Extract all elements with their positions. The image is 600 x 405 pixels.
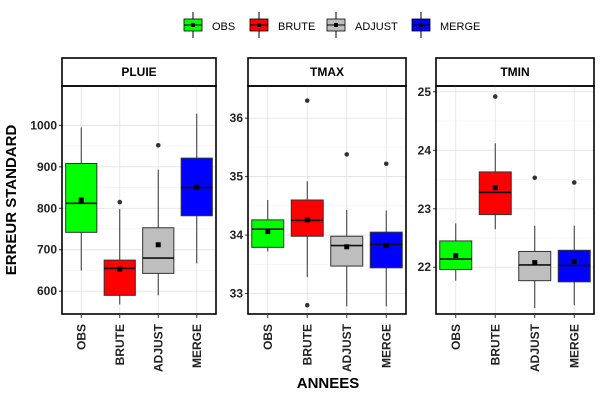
mean-marker	[265, 229, 271, 235]
legend-key-mean	[419, 23, 423, 27]
y-tick-label: 33	[230, 287, 244, 301]
y-tick-label: 1000	[30, 118, 57, 132]
outlier-point	[571, 180, 577, 185]
panel-border	[61, 85, 217, 315]
mean-marker	[304, 217, 310, 223]
mean-marker	[78, 197, 84, 203]
y-tick-label: 800	[37, 201, 57, 215]
box-obs	[439, 240, 473, 271]
panel-title: TMIN	[500, 65, 529, 79]
panel-border	[435, 85, 595, 315]
legend-label: BRUTE	[278, 21, 315, 33]
panel-border	[247, 85, 407, 315]
x-tick-label: ADJUST	[528, 323, 542, 372]
y-tick-label: 36	[230, 111, 244, 125]
y-tick-label: 34	[230, 228, 244, 242]
y-tick-label: 700	[37, 243, 57, 257]
x-tick-label: OBS	[74, 324, 88, 350]
mean-marker	[453, 253, 459, 259]
y-tick-label: 600	[37, 284, 57, 298]
outlier-point	[304, 302, 310, 308]
legend-key-mean	[257, 23, 261, 27]
box-merge	[369, 231, 403, 269]
x-tick-label: MERGE	[190, 324, 204, 368]
outlier-point	[117, 199, 123, 205]
mean-marker	[571, 258, 577, 264]
outlier-point	[492, 94, 498, 99]
x-tick-label: BRUTE	[488, 324, 502, 365]
outlier-point	[344, 152, 350, 157]
box-adjust	[330, 235, 364, 267]
y-tick-label: 22	[418, 260, 432, 274]
box-adjust	[142, 227, 175, 274]
mean-marker	[155, 242, 161, 248]
legend-label: MERGE	[440, 21, 480, 33]
panel-title: TMAX	[310, 65, 344, 79]
x-axis-title: ANNEES	[297, 375, 360, 392]
legend-label: ADJUST	[355, 21, 398, 33]
legend-key-mean	[334, 23, 338, 27]
mean-marker	[194, 184, 200, 190]
y-tick-label: 35	[230, 170, 244, 184]
x-tick-label: MERGE	[379, 324, 393, 368]
x-tick-label: BRUTE	[300, 324, 314, 365]
x-tick-label: OBS	[261, 324, 275, 350]
legend-label: OBS	[212, 21, 235, 33]
outlier-point	[383, 161, 389, 167]
mean-marker	[383, 243, 389, 249]
mean-marker	[492, 185, 498, 191]
box-adjust	[518, 250, 552, 282]
y-axis-title: ERREUR STANDARD	[3, 125, 20, 276]
y-tick-label: 900	[37, 160, 57, 174]
legend-key-mean	[191, 23, 195, 27]
x-tick-label: ADJUST	[340, 323, 354, 372]
mean-marker	[532, 260, 538, 266]
x-tick-label: ADJUST	[151, 323, 165, 372]
x-tick-label: OBS	[449, 324, 463, 350]
mean-marker	[344, 244, 350, 250]
mean-marker	[117, 266, 123, 272]
box-brute	[103, 259, 136, 296]
x-tick-label: MERGE	[567, 324, 581, 368]
y-tick-label: 23	[418, 202, 432, 216]
panel-strip-tmin	[435, 57, 595, 87]
outlier-point	[304, 98, 310, 103]
outlier-point	[532, 175, 538, 181]
box-brute	[478, 171, 512, 216]
outlier-point	[155, 142, 161, 148]
panel-title: PLUIE	[121, 65, 156, 79]
x-tick-label: BRUTE	[113, 324, 127, 365]
y-tick-label: 25	[418, 85, 432, 99]
y-tick-label: 24	[418, 143, 432, 157]
